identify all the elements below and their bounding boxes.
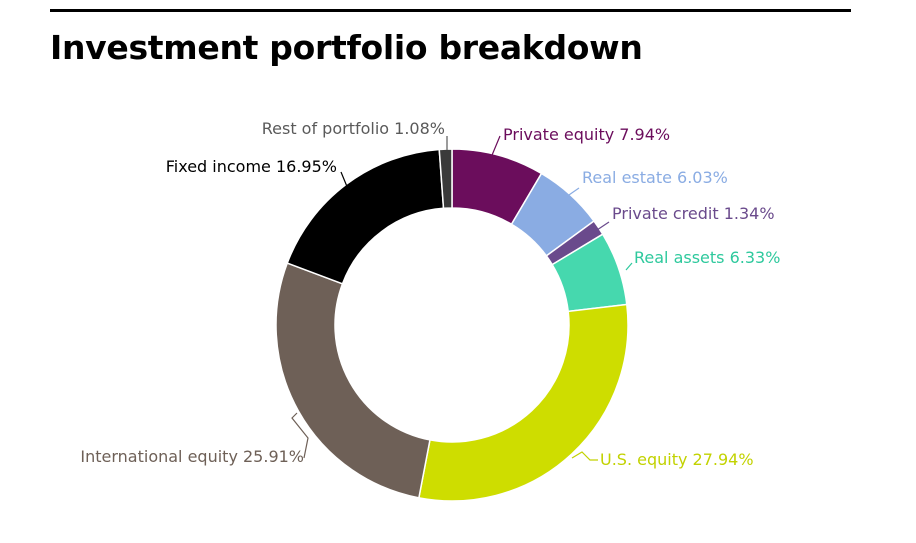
slice-label-u-s-equity: U.S. equity 27.94% (600, 450, 754, 469)
slice-label-private-equity: Private equity 7.94% (503, 125, 670, 144)
slice-u-s-equity (417, 303, 629, 502)
slice-label-real-estate: Real estate 6.03% (582, 168, 728, 187)
slice-label-real-assets: Real assets 6.33% (634, 248, 780, 267)
leader-line-private-credit (596, 221, 610, 231)
top-rule (50, 9, 851, 12)
slice-rest-of-portfolio (438, 148, 453, 210)
leader-line-international-equity (291, 412, 309, 459)
leader-lines-layer (291, 135, 633, 461)
slice-international-equity (275, 262, 431, 499)
leader-line-u-s-equity (571, 451, 598, 461)
leader-line-private-equity (489, 135, 501, 161)
slices-layer (275, 148, 629, 502)
slice-labels-layer: Private equity 7.94% Real estate 6.03% Pri… (80, 119, 780, 469)
leader-line-real-assets (625, 262, 633, 271)
slice-label-fixed-income: Fixed income 16.95% (166, 157, 337, 176)
slice-label-private-credit: Private credit 1.34% (612, 204, 775, 223)
chart-title: Investment portfolio breakdown (50, 28, 643, 67)
leader-line-fixed-income (340, 171, 349, 190)
leader-line-real-estate (565, 187, 580, 198)
slice-label-rest-of-portfolio: Rest of portfolio 1.08% (262, 119, 445, 138)
slice-label-international-equity: International equity 25.91% (80, 447, 304, 466)
